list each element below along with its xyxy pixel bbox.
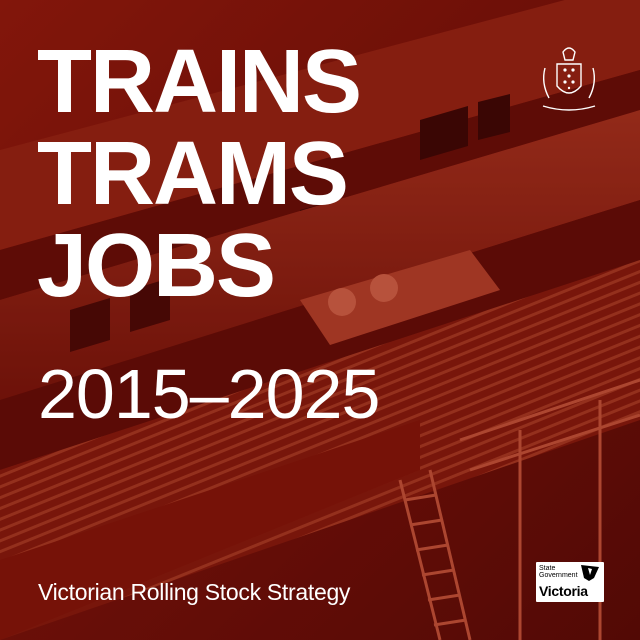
logo-victoria-text: Victoria — [539, 583, 588, 599]
headline-line-jobs: JOBS — [37, 216, 276, 316]
headline-line-trams: TRAMS — [37, 124, 349, 224]
state-government-victoria-logo: State Government Victoria — [536, 562, 604, 602]
headline: TRAINS TRAMS JOBS — [37, 32, 362, 316]
strategy-title: Victorian Rolling Stock Strategy — [38, 579, 351, 605]
year-range: 2015–2025 — [38, 355, 380, 433]
headline-line-trains: TRAINS — [37, 32, 362, 132]
logo-government-text: Government — [539, 572, 578, 579]
logo-state-text: State — [539, 565, 556, 572]
victoria-map-icon — [581, 565, 599, 581]
coat-of-arms-icon — [542, 47, 596, 111]
logo-small-text: State Government — [539, 565, 578, 579]
